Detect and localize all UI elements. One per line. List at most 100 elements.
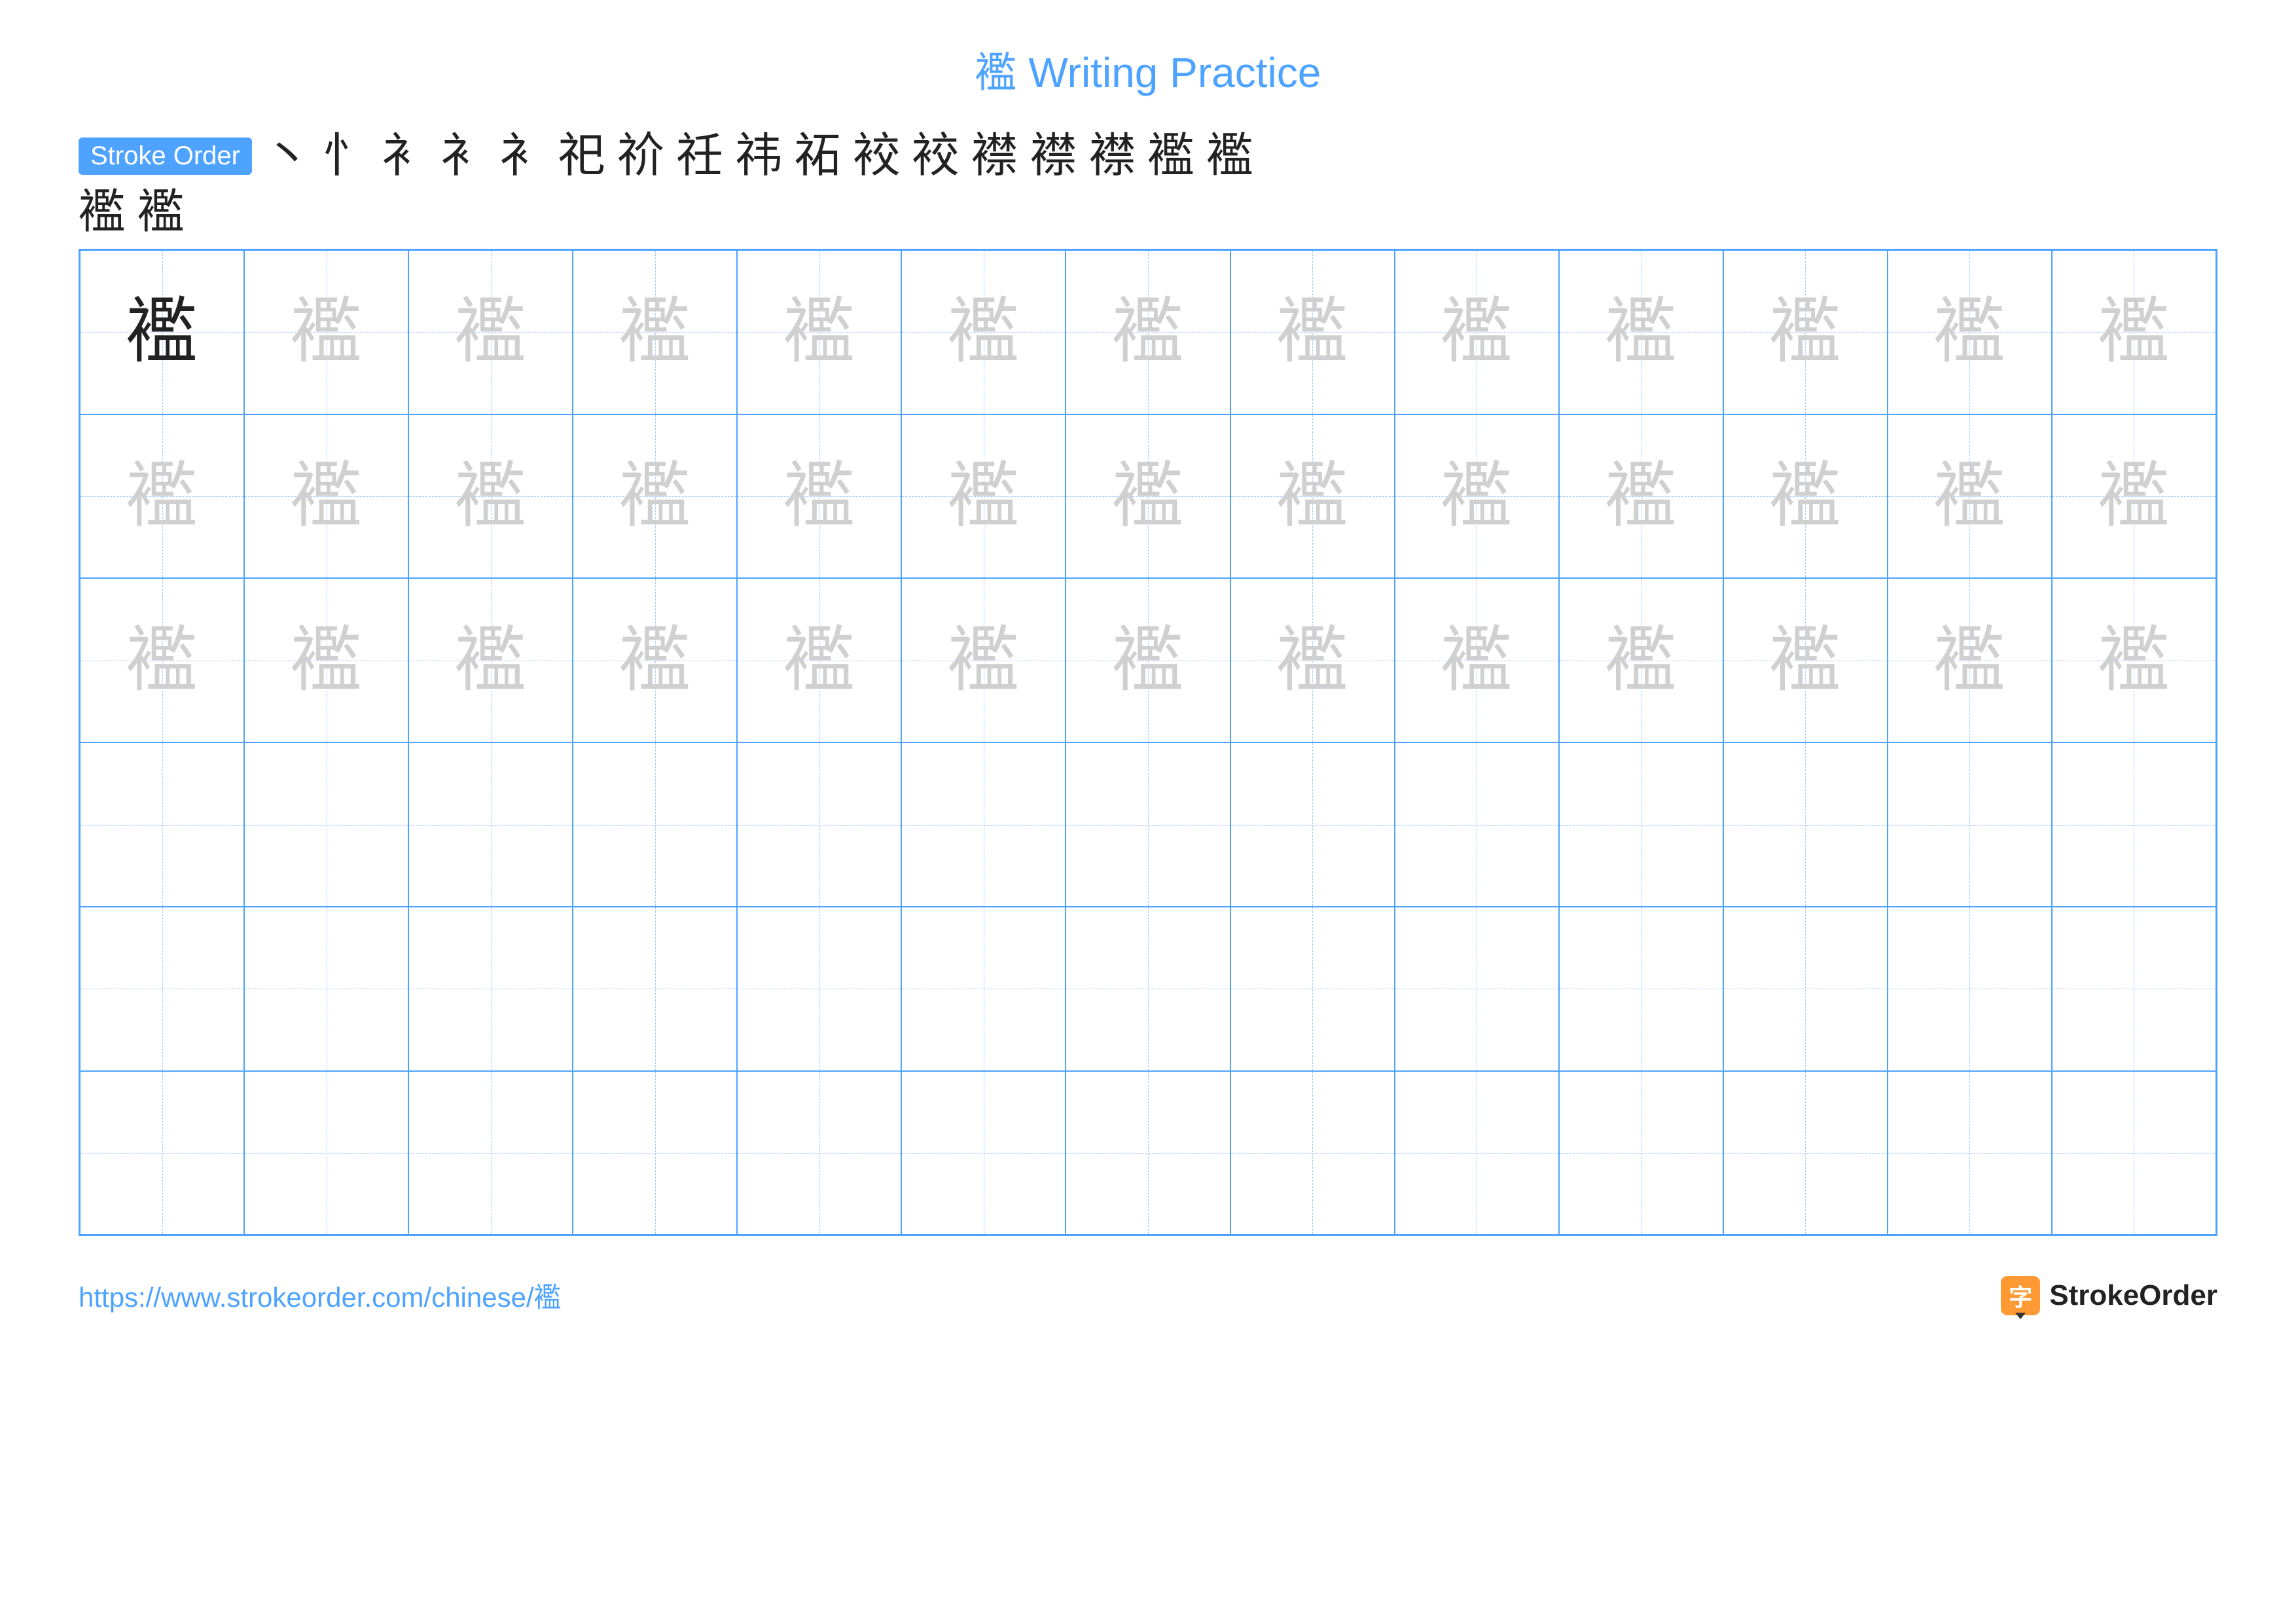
stroke-step: 襟 [971, 130, 1018, 182]
grid-cell [573, 1071, 737, 1235]
grid-cell: 襤 [901, 414, 1066, 579]
grid-cell [1723, 907, 1888, 1071]
grid-cell: 襤 [737, 578, 901, 742]
practice-char: 襤 [619, 625, 691, 697]
grid-cell: 襤 [80, 250, 244, 414]
stroke-step: 襤 [79, 186, 126, 238]
grid-cell [80, 742, 244, 907]
grid-cell [737, 1071, 901, 1235]
practice-char: 襤 [1276, 296, 1348, 368]
stroke-step: 襤 [137, 186, 185, 238]
grid-cell [737, 907, 901, 1071]
grid-cell: 襤 [1230, 578, 1395, 742]
grid-cell: 襤 [408, 578, 573, 742]
grid-cell: 襤 [408, 414, 573, 579]
grid-cell [573, 742, 737, 907]
stroke-step: 衤 [440, 130, 488, 182]
stroke-step: 襤 [1206, 130, 1253, 182]
practice-char: 襤 [2098, 460, 2170, 532]
grid-cell: 襤 [1723, 250, 1888, 414]
practice-char: 襤 [291, 625, 363, 697]
grid-cell [1559, 1071, 1723, 1235]
stroke-step: 丶 [264, 130, 311, 182]
grid-cell: 襤 [901, 250, 1066, 414]
grid-cell [1888, 907, 2052, 1071]
grid-cell: 襤 [1395, 414, 1559, 579]
practice-char: 襤 [1112, 296, 1184, 368]
grid-cell [408, 742, 573, 907]
stroke-step: 䘨 [912, 130, 959, 182]
stroke-step: 祀 [558, 130, 605, 182]
grid-cell: 襤 [244, 578, 408, 742]
practice-char: 襤 [455, 460, 527, 532]
stroke-order-label: Stroke Order [79, 137, 252, 175]
stroke-order-section: Stroke Order 丶忄衤衤衤祀祄祍祎祏䘨䘨襟襟襟襤襤 襤襤 [79, 132, 2217, 236]
practice-char: 襤 [1605, 296, 1677, 368]
grid-cell: 襤 [737, 250, 901, 414]
practice-char: 襤 [1933, 296, 2005, 368]
practice-char: 襤 [783, 296, 855, 368]
practice-char: 襤 [783, 625, 855, 697]
stroke-step: 祏 [794, 130, 841, 182]
grid-cell: 襤 [1888, 578, 2052, 742]
grid-cell: 襤 [1888, 250, 2052, 414]
grid-cell [1066, 907, 1230, 1071]
practice-char: 襤 [1112, 625, 1184, 697]
grid-cell: 襤 [2052, 250, 2216, 414]
grid-cell: 襤 [573, 578, 737, 742]
source-url: https://www.strokeorder.com/chinese/襤 [79, 1275, 562, 1315]
practice-char: 襤 [1769, 460, 1841, 532]
grid-cell [901, 907, 1066, 1071]
brand-text: StrokeOrder [2049, 1279, 2217, 1312]
stroke-step: 祍 [676, 130, 723, 182]
grid-cell [1395, 907, 1559, 1071]
grid-cell [244, 907, 408, 1071]
practice-char: 襤 [126, 460, 198, 532]
grid-cell [1559, 907, 1723, 1071]
grid-cell: 襤 [2052, 578, 2216, 742]
stroke-step: 忄 [323, 130, 370, 182]
practice-char: 襤 [1769, 625, 1841, 697]
grid-cell [737, 742, 901, 907]
footer: https://www.strokeorder.com/chinese/襤 字 … [79, 1275, 2217, 1315]
grid-cell [1888, 1071, 2052, 1235]
grid-cell [244, 1071, 408, 1235]
grid-cell: 襤 [80, 414, 244, 579]
grid-cell [1395, 1071, 1559, 1235]
grid-cell: 襤 [1230, 414, 1395, 579]
grid-cell: 襤 [244, 250, 408, 414]
stroke-step: 祄 [617, 130, 664, 182]
grid-cell [1723, 742, 1888, 907]
grid-cell: 襤 [1066, 414, 1230, 579]
stroke-step: 䘨 [853, 130, 900, 182]
grid-cell: 襤 [1395, 250, 1559, 414]
grid-cell [1066, 1071, 1230, 1235]
practice-char: 襤 [619, 460, 691, 532]
practice-char: 襤 [2098, 625, 2170, 697]
grid-cell [2052, 1071, 2216, 1235]
grid-cell: 襤 [1723, 578, 1888, 742]
grid-cell: 襤 [1559, 578, 1723, 742]
grid-cell: 襤 [1395, 578, 1559, 742]
grid-cell: 襤 [901, 578, 1066, 742]
grid-cell [573, 907, 737, 1071]
grid-cell [80, 907, 244, 1071]
brand-icon: 字 [2001, 1276, 2040, 1315]
practice-grid: 襤襤襤襤襤襤襤襤襤襤襤襤襤襤襤襤襤襤襤襤襤襤襤襤襤襤襤襤襤襤襤襤襤襤襤襤襤襤襤 [79, 249, 2217, 1236]
grid-cell: 襤 [408, 250, 573, 414]
practice-char: 襤 [1605, 460, 1677, 532]
practice-char: 襤 [455, 625, 527, 697]
grid-cell [901, 1071, 1066, 1235]
practice-char: 襤 [1441, 296, 1513, 368]
grid-cell [1230, 1071, 1395, 1235]
grid-cell [1066, 742, 1230, 907]
practice-char: 襤 [948, 460, 1020, 532]
grid-cell: 襤 [1723, 414, 1888, 579]
grid-cell [408, 1071, 573, 1235]
practice-char: 襤 [783, 460, 855, 532]
stroke-step: 衤 [382, 130, 429, 182]
grid-cell [1395, 742, 1559, 907]
grid-cell: 襤 [1230, 250, 1395, 414]
practice-char: 襤 [291, 460, 363, 532]
grid-cell [80, 1071, 244, 1235]
